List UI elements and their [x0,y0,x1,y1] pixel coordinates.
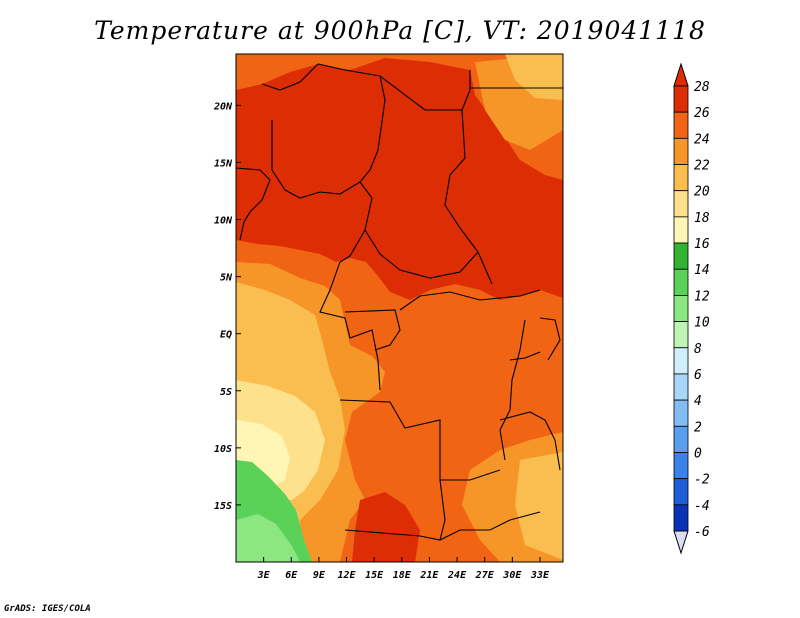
chart-title: Temperature at 900hPa [C], VT: 201904111… [94,16,706,45]
colorbar-label: -2 [694,473,710,488]
lat-tick-label: EQ [220,330,232,341]
colorbar-swatch [673,399,689,427]
lat-tick-label: 15S [214,501,232,512]
lon-tick-label: 21E [419,570,439,581]
colorbar-swatch [673,504,689,532]
footer-credit: GrADS: IGES/COLA [4,604,91,614]
latitude-axis: 20N 15N 10N 5N EQ 5S 10S 15S [213,101,241,512]
colorbar-label: 12 [694,289,710,304]
colorbar-label: 20 [694,185,710,200]
temperature-field [236,54,563,562]
colorbar-label: -6 [694,525,710,540]
colorbar-swatch [673,190,689,218]
colorbar-swatch [673,111,689,139]
colorbar-swatch [673,85,689,113]
colorbar-label: 14 [694,263,710,278]
colorbar-swatch [673,164,689,192]
colorbar-label: -4 [694,499,710,514]
lon-tick-label: 18E [393,570,412,581]
lon-tick-label: 9E [313,570,326,581]
lon-tick-label: 3E [257,570,271,581]
field-contour-26-top [236,54,345,90]
colorbar-label: 18 [694,211,710,226]
lon-tick-label: 30E [502,570,522,581]
lon-tick-label: 15E [365,570,384,581]
colorbar-label: 24 [694,132,710,147]
lat-tick-label: 15N [214,158,233,169]
colorbar-high-arrow [673,62,689,87]
lon-tick-label: 6E [285,570,298,581]
lon-tick-label: 27E [475,570,495,581]
colorbar-swatch [673,452,689,480]
lat-tick-label: 10N [214,216,233,227]
colorbar-swatch [673,347,689,375]
colorbar-swatch [673,242,689,270]
lon-tick-label: 24E [447,570,467,581]
colorbar-label: 22 [694,159,710,174]
lat-tick-label: 5N [220,273,233,284]
colorbar-swatch [673,268,689,296]
country-borders [236,63,563,541]
lat-tick-label: 10S [214,444,232,455]
lat-tick-label: 20N [213,101,233,112]
field-contour-20-east [515,452,563,560]
colorbar-label: 16 [694,237,710,252]
colorbar-label: 0 [694,446,702,461]
colorbar-swatch [673,216,689,244]
longitude-axis: 3E 6E 9E 12E 15E 18E 21E 24E 27E 30E 33E [257,557,550,581]
colorbar-label: 6 [694,368,702,383]
colorbar-swatch [673,478,689,506]
colorbar-swatch [673,137,689,165]
lon-tick-label: 12E [338,570,357,581]
colorbar-swatch [673,295,689,322]
lat-tick-label: 5S [220,387,232,398]
colorbar-swatch [673,321,689,349]
colorbar-label: 8 [694,342,702,357]
colorbar-label: 10 [694,316,710,331]
colorbar-swatch [673,425,689,453]
field-contour-12 [236,514,300,562]
colorbar-label: 28 [694,80,710,95]
colorbar-swatch [673,373,689,401]
field-contour-28 [236,58,563,300]
colorbar-low-arrow [673,530,689,555]
colorbar-label: 2 [694,420,702,435]
map-frame [235,53,564,563]
field-contour-26-south [352,492,420,562]
colorbar-label: 26 [694,106,710,121]
colorbar-label: 4 [694,394,702,409]
lon-tick-label: 33E [530,570,550,581]
